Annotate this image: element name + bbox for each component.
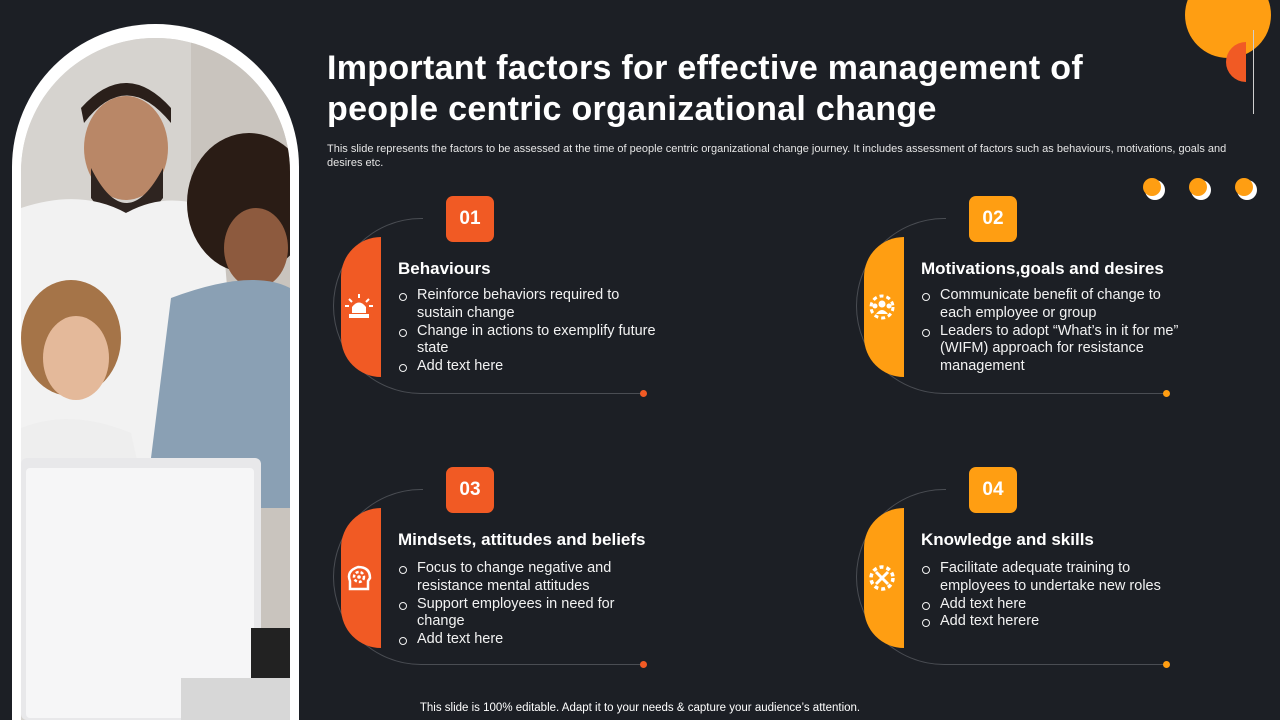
list-item: Add text here	[921, 596, 1181, 614]
page-title: Important factors for effective manageme…	[327, 49, 1083, 128]
decorative-half-circle	[1226, 42, 1246, 82]
list-item: Support employees in need for change	[398, 596, 658, 632]
head-gear-icon	[344, 563, 374, 593]
card-number: 02	[969, 196, 1017, 242]
card-number: 04	[969, 467, 1017, 513]
footer-note: This slide is 100% editable. Adapt it to…	[419, 702, 861, 714]
list-item: Add text here	[398, 358, 658, 376]
list-item: Communicate benefit of change to each em…	[921, 287, 1181, 323]
list-item: Reinforce behaviors required to sustain …	[398, 287, 658, 323]
card-bullet-list: Focus to change negative and resistance …	[398, 560, 658, 649]
list-item: Add text here	[398, 631, 658, 649]
list-item: Focus to change negative and resistance …	[398, 560, 658, 596]
decorative-dots	[1143, 178, 1257, 200]
list-item: Facilitate adequate training to employee…	[921, 560, 1181, 596]
card-bullet-list: Communicate benefit of change to each em…	[921, 287, 1181, 376]
team-gear-icon	[867, 292, 897, 322]
factor-card-mindsets: 03 Mindsets, attitudes and beliefs Focus…	[333, 467, 663, 668]
card-number: 03	[446, 467, 494, 513]
list-item: Add text herere	[921, 613, 1181, 631]
decorative-line	[1253, 30, 1254, 114]
list-item: Change in actions to exemplify future st…	[398, 323, 658, 359]
page-subtitle: This slide represents the factors to be …	[327, 143, 1227, 169]
factor-card-motivations: 02 Motivations,goals and desires Communi…	[856, 196, 1186, 397]
card-bullet-list: Facilitate adequate training to employee…	[921, 560, 1181, 631]
list-item: Leaders to adopt “What’s in it for me” (…	[921, 323, 1181, 376]
card-number: 01	[446, 196, 494, 242]
tools-gear-icon	[867, 563, 897, 593]
card-heading: Motivations,goals and desires	[921, 259, 1164, 278]
factor-card-knowledge: 04 Knowledge and skills Facilitate adequ…	[856, 467, 1186, 668]
card-heading: Knowledge and skills	[921, 530, 1094, 549]
decorative-circle	[1185, 0, 1271, 58]
alarm-light-icon	[344, 292, 374, 322]
factor-card-behaviours: 01 Behaviours Reinforce behaviors requir…	[333, 196, 663, 397]
card-heading: Behaviours	[398, 259, 491, 278]
card-heading: Mindsets, attitudes and beliefs	[398, 530, 646, 549]
card-bullet-list: Reinforce behaviors required to sustain …	[398, 287, 658, 376]
team-photo	[21, 38, 290, 720]
